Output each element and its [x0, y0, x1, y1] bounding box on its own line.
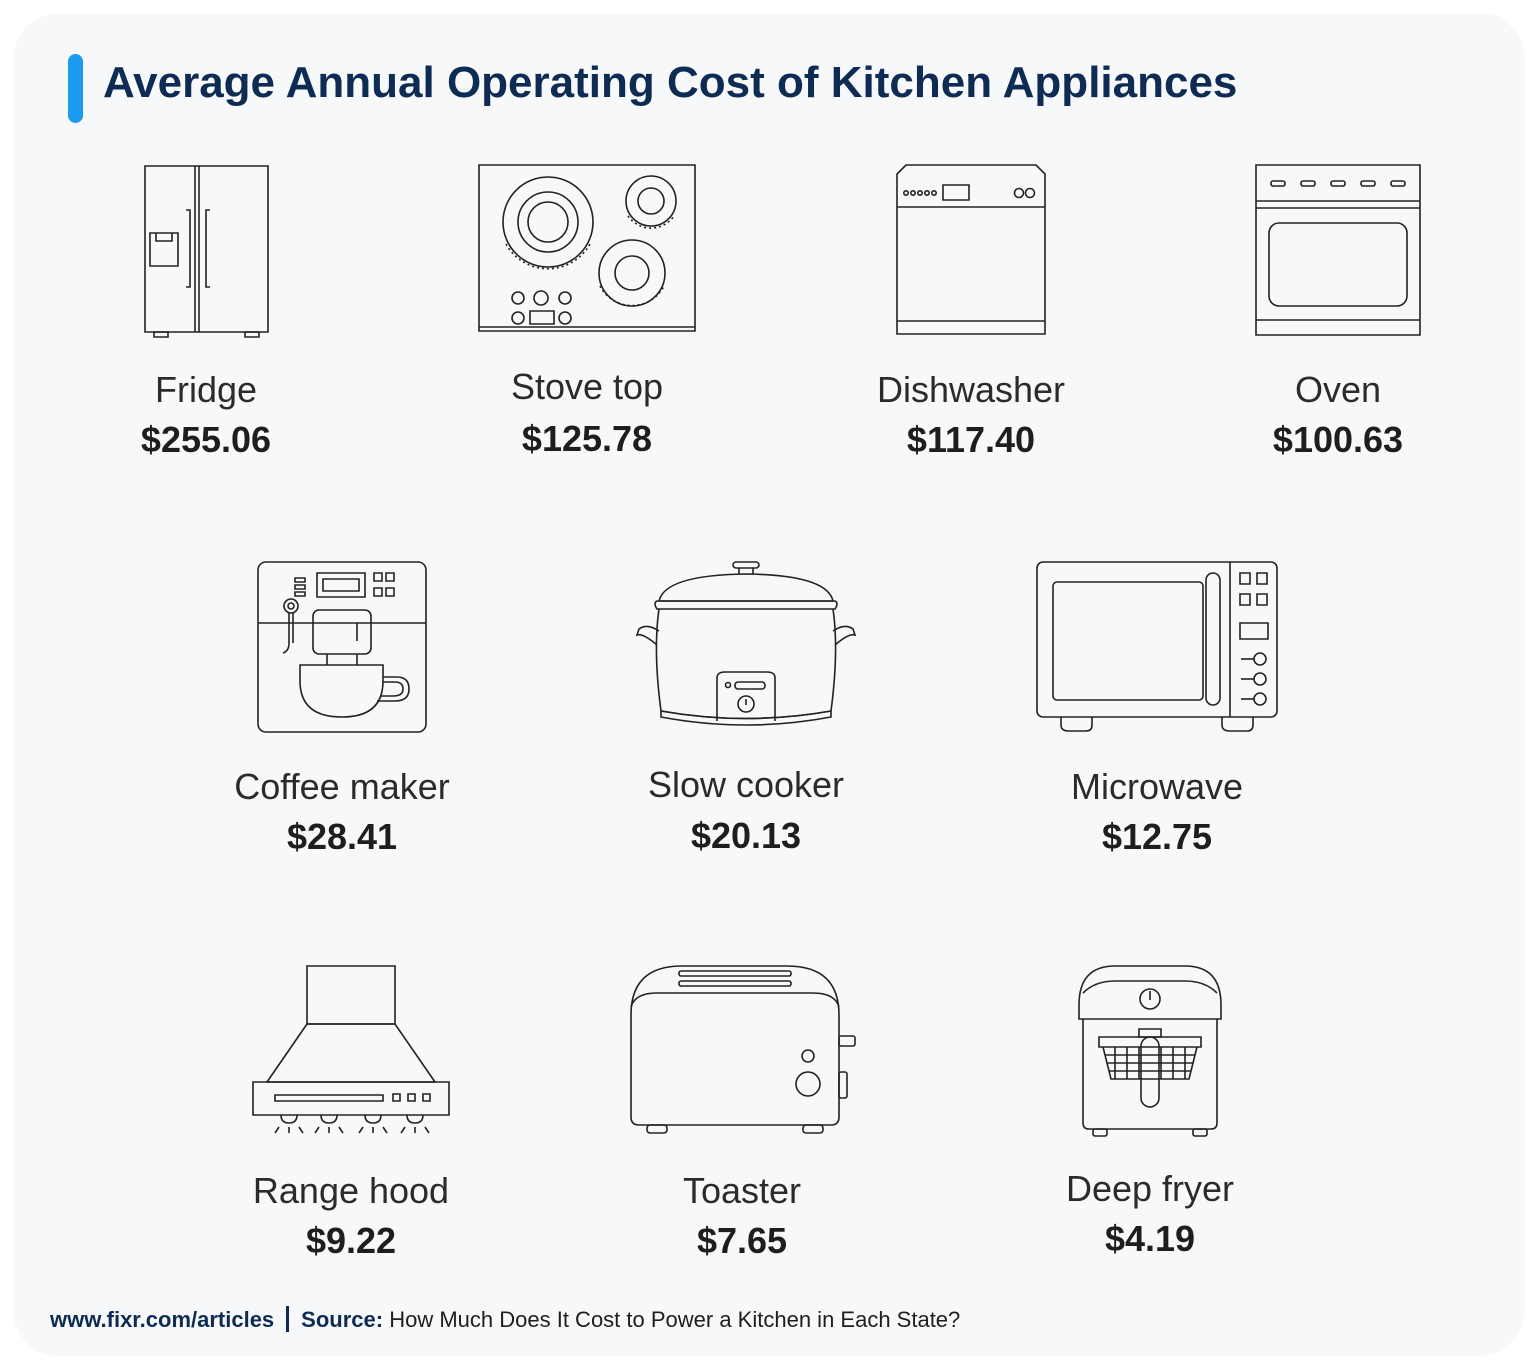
footer: www.fixr.com/articles Source: How Much Do…	[50, 1306, 960, 1333]
footer-source-text: How Much Does It Cost to Power a Kitchen…	[389, 1307, 961, 1332]
appliance-name: Microwave	[1070, 766, 1244, 807]
appliance-name: Coffee maker	[234, 766, 450, 807]
dishwasher-icon	[896, 164, 1046, 336]
appliance-cost: $9.22	[305, 1220, 397, 1261]
appliance-cost: $4.19	[1104, 1218, 1196, 1259]
appliance-name: Oven	[1294, 369, 1382, 410]
appliance-name: Fridge	[154, 369, 258, 410]
appliance-name: Range hood	[252, 1170, 450, 1211]
appliance-cost: $28.41	[286, 816, 398, 857]
coffee-maker-icon	[257, 561, 427, 734]
footer-separator	[286, 1306, 290, 1332]
slow-cooker-icon	[635, 561, 857, 733]
appliance-cost: $100.63	[1272, 419, 1404, 460]
footer-source-label: Source:	[301, 1307, 384, 1332]
fridge-icon	[144, 165, 269, 337]
footer-site-link[interactable]: www.fixr.com/articles	[50, 1307, 275, 1332]
appliance-cost: $7.65	[696, 1220, 788, 1261]
appliance-name: Deep fryer	[1065, 1168, 1235, 1209]
stove-top-icon	[478, 164, 696, 336]
appliance-cost: $117.40	[906, 419, 1036, 460]
deep-fryer-icon	[1075, 965, 1225, 1137]
appliance-name: Toaster	[682, 1170, 802, 1211]
appliance-cost: $12.75	[1101, 816, 1213, 857]
oven-icon	[1255, 164, 1421, 336]
title-accent-bar	[68, 54, 83, 123]
appliance-cost: $255.06	[140, 419, 272, 460]
appliance-name: Dishwasher	[876, 369, 1066, 410]
infographic-card	[13, 13, 1525, 1356]
page-title: Average Annual Operating Cost of Kitchen…	[103, 58, 1238, 107]
appliance-cost: $20.13	[690, 815, 802, 856]
appliance-name: Stove top	[510, 366, 664, 407]
appliance-cost: $125.78	[521, 418, 653, 459]
range-hood-icon	[251, 965, 451, 1137]
microwave-icon	[1036, 561, 1278, 733]
appliance-name: Slow cooker	[647, 764, 845, 805]
toaster-icon	[627, 965, 857, 1137]
